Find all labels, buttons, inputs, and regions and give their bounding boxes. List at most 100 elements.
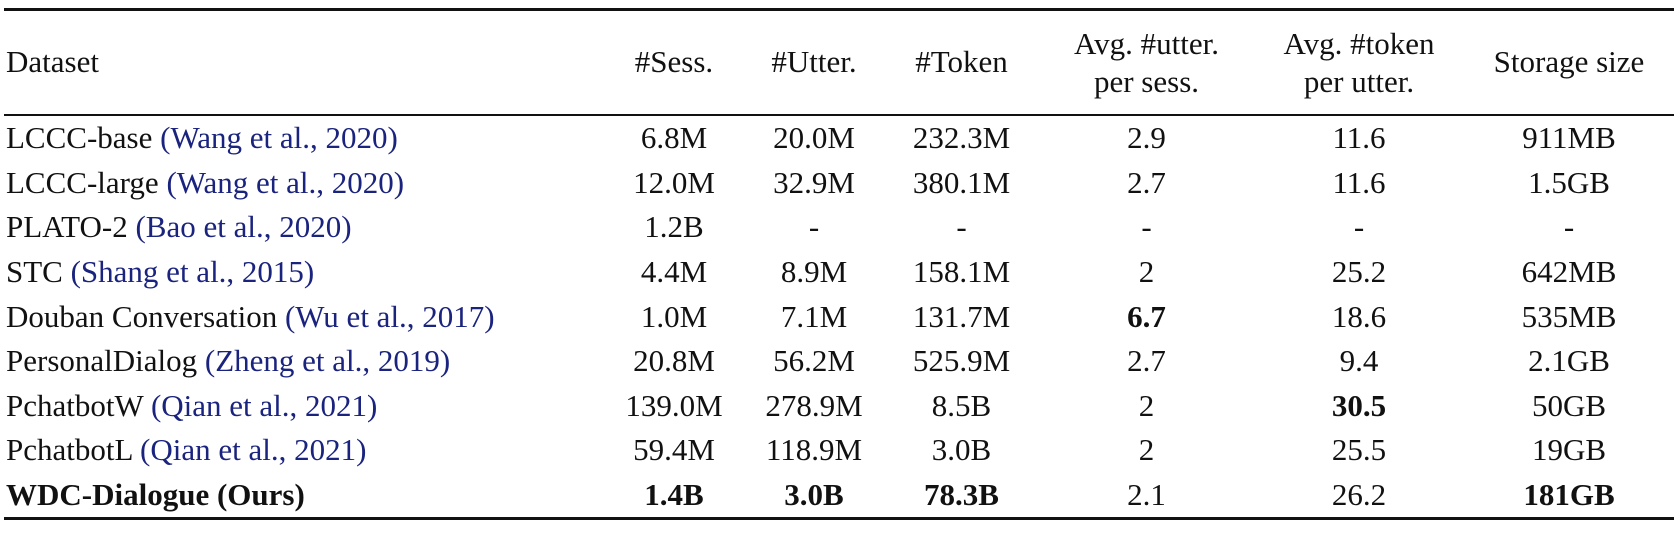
cell-sessions: 1.2B — [644, 209, 704, 245]
dataset-name: LCCC-large — [6, 164, 167, 200]
cell-storage: 2.1GB — [1528, 343, 1610, 379]
table-header: Dataset #Sess. #Utter. #Token Avg. #utte… — [4, 9, 1674, 116]
cell-sessions: 139.0M — [625, 387, 723, 423]
header-avg-utter-line1: Avg. #utter. — [1074, 25, 1219, 61]
cell-avg-utter: 2.7 — [1127, 164, 1166, 200]
citation-link[interactable]: (Wang et al., 2020) — [160, 120, 398, 156]
cell-sessions: 20.8M — [633, 343, 715, 379]
table-row: PLATO-2 (Bao et al., 2020) 1.2B - - - - … — [4, 205, 1674, 250]
cell-avg-utter: 2 — [1138, 254, 1155, 290]
header-avg-token-line1: Avg. #token — [1283, 25, 1435, 61]
header-row: Dataset #Sess. #Utter. #Token Avg. #utte… — [4, 9, 1674, 116]
header-sessions: #Sess. — [634, 44, 714, 80]
dataset-name: Douban Conversation — [6, 298, 285, 334]
cell-dataset: PLATO-2 (Bao et al., 2020) — [4, 205, 604, 250]
table-row: Douban Conversation (Wu et al., 2017) 1.… — [4, 294, 1674, 339]
dataset-comparison-table: Dataset #Sess. #Utter. #Token Avg. #utte… — [4, 8, 1674, 520]
citation-link[interactable]: (Qian et al., 2021) — [150, 387, 378, 423]
header-utterances: #Utter. — [771, 44, 857, 80]
cell-tokens: 380.1M — [912, 164, 1011, 200]
table-row: PersonalDialog (Zheng et al., 2019) 20.8… — [4, 339, 1674, 384]
cell-dataset: STC (Shang et al., 2015) — [4, 250, 604, 295]
cell-sessions: 12.0M — [633, 164, 715, 200]
dataset-name: PLATO-2 — [6, 209, 136, 245]
cell-tokens: 525.9M — [912, 343, 1011, 379]
cell-tokens: 3.0B — [931, 432, 992, 468]
cell-tokens: 232.3M — [912, 120, 1011, 156]
table-body: LCCC-base (Wang et al., 2020) 6.8M 20.0M… — [4, 115, 1674, 519]
header-storage-size: Storage size — [1493, 44, 1645, 80]
cell-dataset: LCCC-large (Wang et al., 2020) — [4, 161, 604, 206]
cell-avg-utter: 6.7 — [1127, 298, 1166, 334]
cell-avg-utter: - — [1141, 209, 1152, 245]
cell-avg-token: 30.5 — [1331, 387, 1387, 423]
dataset-name: PchatbotW — [6, 387, 151, 423]
cell-sessions: 6.8M — [640, 120, 708, 156]
cell-avg-token: 11.6 — [1332, 164, 1386, 200]
cell-storage: 535MB — [1521, 298, 1617, 334]
cell-storage: 181GB — [1523, 477, 1615, 512]
cell-avg-token: - — [1353, 209, 1365, 245]
cell-utterances: 8.9M — [780, 254, 848, 290]
cell-tokens: - — [956, 209, 967, 245]
citation-link[interactable]: (Shang et al., 2015) — [70, 254, 315, 290]
cell-sessions: 59.4M — [633, 432, 715, 468]
cell-storage: 50GB — [1531, 387, 1607, 423]
cell-tokens: 131.7M — [912, 298, 1011, 334]
cell-tokens: 8.5B — [931, 387, 992, 423]
cell-sessions: 1.0M — [640, 298, 708, 334]
cell-avg-utter: 2 — [1138, 432, 1155, 468]
cell-utterances: 20.0M — [773, 120, 855, 156]
cell-avg-token: 11.6 — [1332, 120, 1386, 156]
header-avg-utter-per-sess: Avg. #utter. per sess. — [1039, 10, 1254, 116]
cell-utterances: 3.0B — [784, 477, 844, 512]
cell-utterances: 7.1M — [780, 298, 848, 334]
citation-link[interactable]: (Bao et al., 2020) — [135, 209, 352, 245]
cell-utterances: 32.9M — [773, 164, 855, 200]
cell-avg-utter: 2.7 — [1127, 343, 1166, 379]
cell-storage: 19GB — [1531, 432, 1607, 468]
cell-dataset: PchatbotW (Qian et al., 2021) — [4, 384, 604, 429]
dataset-name: STC — [6, 254, 71, 290]
cell-avg-token: 25.5 — [1331, 432, 1387, 468]
dataset-name: PersonalDialog — [6, 343, 205, 379]
citation-link[interactable]: (Zheng et al., 2019) — [204, 343, 451, 379]
cell-avg-token: 18.6 — [1331, 298, 1387, 334]
cell-sessions: 1.4B — [644, 477, 704, 512]
cell-storage: 642MB — [1521, 254, 1617, 290]
header-avg-token-per-utter: Avg. #token per utter. — [1254, 10, 1464, 116]
header-avg-token-line2: per utter. — [1303, 63, 1415, 99]
header-dataset: Dataset — [6, 44, 99, 80]
cell-avg-utter: 2.1 — [1127, 477, 1166, 512]
cell-dataset: LCCC-base (Wang et al., 2020) — [4, 115, 604, 161]
cell-dataset: PchatbotL (Qian et al., 2021) — [4, 428, 604, 473]
cell-utterances: 278.9M — [765, 387, 863, 423]
cell-avg-token: 9.4 — [1339, 343, 1379, 379]
cell-storage: - — [1563, 209, 1575, 245]
table-row: LCCC-large (Wang et al., 2020) 12.0M 32.… — [4, 161, 1674, 206]
dataset-name: LCCC-base — [6, 120, 161, 156]
header-avg-utter-line2: per sess. — [1093, 63, 1200, 99]
cell-tokens: 158.1M — [912, 254, 1011, 290]
cell-sessions: 4.4M — [640, 254, 708, 290]
cell-utterances: - — [808, 209, 820, 245]
table-row: LCCC-base (Wang et al., 2020) 6.8M 20.0M… — [4, 115, 1674, 161]
cell-utterances: 56.2M — [773, 343, 855, 379]
table-row: STC (Shang et al., 2015) 4.4M 8.9M 158.1… — [4, 250, 1674, 295]
dataset-comparison-table-container: Dataset #Sess. #Utter. #Token Avg. #utte… — [4, 8, 1674, 520]
cell-tokens: 78.3B — [924, 477, 999, 512]
citation-link[interactable]: (Qian et al., 2021) — [140, 432, 367, 468]
cell-avg-utter: 2.9 — [1127, 120, 1166, 156]
citation-link[interactable]: (Wu et al., 2017) — [284, 298, 495, 334]
cell-dataset: Douban Conversation (Wu et al., 2017) — [4, 294, 604, 339]
table-row: PchatbotL (Qian et al., 2021) 59.4M 118.… — [4, 428, 1674, 473]
cell-avg-token: 26.2 — [1331, 477, 1387, 512]
header-tokens: #Token — [915, 44, 1008, 80]
cell-storage: 911MB — [1522, 120, 1616, 156]
citation-link[interactable]: (Wang et al., 2020) — [166, 164, 405, 200]
cell-storage: 1.5GB — [1528, 164, 1610, 200]
dataset-name: PchatbotL — [6, 432, 141, 468]
dataset-name: WDC-Dialogue (Ours) — [6, 477, 305, 512]
cell-utterances: 118.9M — [765, 432, 863, 468]
table-row: PchatbotW (Qian et al., 2021) 139.0M 278… — [4, 384, 1674, 429]
